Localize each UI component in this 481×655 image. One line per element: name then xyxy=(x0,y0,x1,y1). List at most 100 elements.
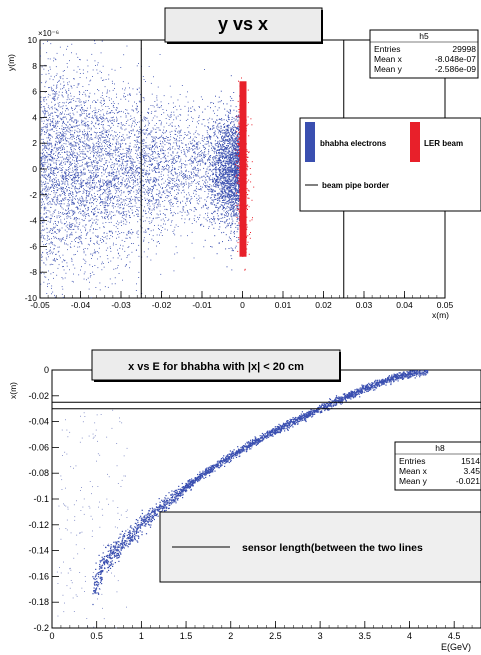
bhabha-point xyxy=(117,257,119,259)
bhabha-point xyxy=(168,176,170,178)
bhabha-point xyxy=(72,146,74,148)
bhabha-point xyxy=(172,231,174,232)
bhabha-point xyxy=(95,142,97,144)
bhabha-point xyxy=(193,171,194,173)
bhabha-point xyxy=(178,180,180,181)
bhabha-point xyxy=(170,114,172,116)
bhabha-point xyxy=(111,195,113,197)
bhabha-point xyxy=(55,177,57,179)
bhabha-point xyxy=(56,233,58,234)
bhabha-point xyxy=(103,79,105,81)
bhabha-point xyxy=(59,230,61,231)
bhabha-point xyxy=(84,211,86,213)
bhabha-point xyxy=(151,238,153,240)
bhabha-point xyxy=(86,279,87,281)
bhabha-point xyxy=(91,211,92,212)
bhabha-point xyxy=(125,169,126,171)
bhabha-point xyxy=(118,204,120,206)
bhabha-point xyxy=(63,190,65,192)
bhabha-point xyxy=(135,108,137,110)
bhabha-point xyxy=(53,118,55,120)
bhabha-point xyxy=(72,110,74,111)
bhabha-point xyxy=(218,192,220,194)
bhabha-point xyxy=(78,235,80,237)
bhabha-point xyxy=(180,140,182,141)
bhabha-point xyxy=(75,166,77,167)
bhabha-point xyxy=(114,150,116,152)
bhabha-point xyxy=(103,232,105,234)
bhabha-point xyxy=(98,120,100,122)
bhabha-point xyxy=(42,217,44,219)
bhabha-point xyxy=(162,157,164,159)
bhabha-point xyxy=(71,185,73,187)
bhabha-point xyxy=(73,213,74,215)
bhabha-point xyxy=(101,216,103,217)
bhabha-point xyxy=(107,214,109,216)
bhabha-point xyxy=(163,190,165,192)
bhabha-point xyxy=(145,229,146,231)
bhabha-point xyxy=(110,158,111,160)
bhabha-point xyxy=(146,217,148,219)
bhabha-point xyxy=(61,188,62,189)
bhabha-point xyxy=(104,86,106,88)
bhabha-point xyxy=(88,162,90,163)
bhabha-point xyxy=(92,164,93,166)
bhabha-point xyxy=(88,288,90,290)
bhabha-point xyxy=(41,198,43,200)
bhabha-point xyxy=(148,221,150,223)
bhabha-point xyxy=(173,211,175,213)
bhabha-point xyxy=(149,209,151,211)
bhabha-point xyxy=(145,124,146,126)
bhabha-point xyxy=(63,54,64,56)
bhabha-point xyxy=(83,213,85,215)
bhabha-point xyxy=(156,194,158,195)
bhabha-point xyxy=(194,207,196,209)
bhabha-point xyxy=(128,215,130,216)
bhabha-point xyxy=(51,184,52,186)
bhabha-point xyxy=(75,185,76,187)
bhabha-point xyxy=(183,175,185,176)
bhabha-point xyxy=(79,124,81,126)
bhabha-point xyxy=(112,82,113,84)
bhabha-point xyxy=(136,153,138,155)
bhabha-point xyxy=(43,207,45,208)
bhabha-point xyxy=(92,160,94,162)
bhabha-point xyxy=(178,155,180,157)
bhabha-point xyxy=(81,113,83,115)
bhabha-point xyxy=(129,192,131,194)
bhabha-point xyxy=(198,218,199,220)
bhabha-point xyxy=(70,183,72,185)
bhabha-point xyxy=(175,161,177,162)
bhabha-point xyxy=(116,188,118,189)
bhabha-point xyxy=(100,179,101,181)
bhabha-point xyxy=(42,152,43,154)
bhabha-point xyxy=(93,147,95,149)
bhabha-point xyxy=(143,140,145,142)
bhabha-point xyxy=(106,182,108,184)
bhabha-point xyxy=(66,118,67,120)
bhabha-point xyxy=(82,141,84,143)
bhabha-point xyxy=(89,149,91,151)
bhabha-point xyxy=(116,96,117,98)
bhabha-point xyxy=(50,219,52,221)
bhabha-point xyxy=(42,127,44,128)
bhabha-point xyxy=(88,157,90,159)
bhabha-point xyxy=(191,242,193,244)
bhabha-point xyxy=(41,174,43,176)
bhabha-point xyxy=(59,146,61,148)
bhabha-point xyxy=(41,171,43,172)
bhabha-point xyxy=(88,195,90,197)
bhabha-point xyxy=(109,193,111,195)
bhabha-point xyxy=(66,48,67,50)
bhabha-point xyxy=(143,170,145,172)
bhabha-point xyxy=(102,263,104,264)
bhabha-point xyxy=(82,149,84,151)
bhabha-point xyxy=(125,161,127,163)
bhabha-point xyxy=(134,176,135,178)
bhabha-point xyxy=(70,226,71,228)
bhabha-point xyxy=(149,160,151,162)
bhabha-point xyxy=(166,160,168,162)
bhabha-point xyxy=(101,201,102,203)
bhabha-point xyxy=(185,170,187,172)
bhabha-point xyxy=(112,244,114,246)
